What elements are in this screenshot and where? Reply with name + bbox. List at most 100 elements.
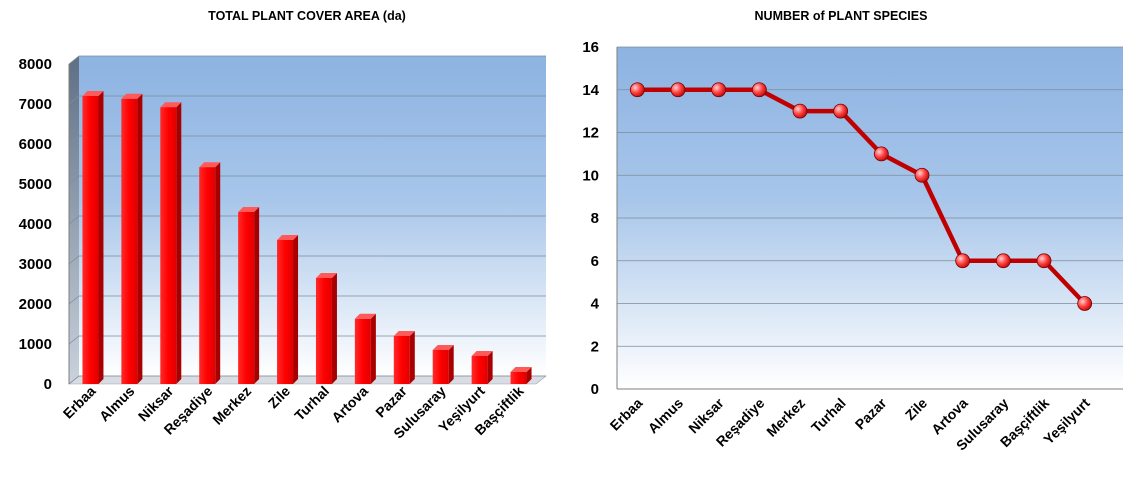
bar-top: [160, 102, 182, 108]
bar-y-tick-label: 1000: [19, 336, 52, 353]
bar-front: [471, 356, 488, 384]
series-marker: [629, 82, 645, 98]
bar-top: [121, 93, 143, 99]
bar-chart-title: TOTAL PLANT COVER AREA (da): [208, 9, 406, 23]
line-x-tick-label: Zile: [902, 395, 931, 424]
bar-side: [293, 235, 299, 384]
bar-gridline: [68, 135, 546, 145]
bar-top: [354, 313, 376, 319]
bar-gridline: [68, 215, 546, 225]
bar: [82, 91, 104, 384]
bar: [432, 345, 454, 384]
line-x-tick-label: Almus: [645, 395, 687, 437]
bar-top: [315, 273, 337, 278]
bar-front: [315, 278, 332, 384]
bar: [277, 235, 299, 384]
bar-gridline: [68, 95, 546, 105]
series-marker: [995, 253, 1011, 269]
bar-x-tick-label: Turhal: [291, 383, 332, 424]
bar-side: [409, 331, 415, 384]
bar-front: [121, 98, 138, 385]
bar-top: [393, 331, 415, 336]
bar-side: [137, 93, 143, 385]
bar-y-tick-label: 3000: [19, 256, 52, 273]
bar-y-tick-label: 8000: [19, 56, 52, 73]
bar-x-tick-label: Merkez: [209, 383, 254, 428]
bar: [354, 313, 376, 384]
bar-front: [432, 350, 449, 384]
bar-gridline: [68, 335, 546, 345]
bar-side: [331, 273, 337, 384]
line-y-tick-label: 0: [591, 381, 599, 398]
bar-gridline: [68, 255, 546, 265]
bar-gridline: [68, 55, 546, 65]
bar: [393, 331, 415, 384]
bar-front: [510, 372, 527, 384]
series-marker: [711, 82, 727, 98]
line-y-tick-label: 2: [591, 338, 599, 355]
series-marker: [751, 82, 767, 98]
bar-front: [238, 212, 255, 384]
bar: [160, 102, 182, 384]
bar-side: [98, 91, 104, 384]
bar-gridline: [68, 375, 546, 385]
line-y-tick-label: 8: [591, 210, 599, 227]
series-marker: [670, 82, 686, 98]
bar: [238, 207, 260, 384]
line-y-tick-label: 14: [582, 82, 599, 99]
bar-x-tick-label: Artova: [328, 383, 371, 426]
bar-x-tick-label: Zile: [265, 383, 294, 412]
series-marker: [1036, 253, 1052, 269]
bar-x-tick-label: Erbaa: [60, 383, 99, 422]
bar-top: [82, 91, 104, 96]
bar-gridline: [68, 175, 546, 185]
bar-y-tick-label: 2000: [19, 296, 52, 313]
bar-x-tick-label: Almus: [96, 383, 138, 425]
bar-side: [526, 367, 532, 384]
bar-front: [199, 167, 216, 384]
bar-chart: TOTAL PLANT COVER AREA (da) 0 1000 2000 300…: [19, 9, 547, 441]
bar-front: [354, 318, 371, 384]
bar-side: [176, 102, 182, 384]
bar: [471, 351, 493, 384]
line-y-tick-label: 12: [582, 125, 599, 142]
series-marker: [1077, 296, 1093, 311]
bar: [510, 367, 532, 384]
bar: [121, 93, 143, 385]
line-chart-title: NUMBER of PLANT SPECIES: [755, 9, 928, 23]
line-x-tick-label: Turhal: [808, 395, 849, 436]
line-x-tick-label: Erbaa: [607, 395, 646, 434]
bar: [199, 162, 221, 384]
bar-top: [277, 235, 299, 240]
line-y-tick-label: 16: [582, 39, 599, 56]
series-marker: [873, 146, 889, 162]
line-y-tick-label: 6: [591, 253, 599, 270]
bar-front: [160, 107, 177, 384]
bar-top: [471, 351, 493, 356]
bar-y-tick-label: 7000: [19, 96, 52, 113]
line-x-tick-label: Merkez: [763, 395, 808, 440]
line-y-tick-label: 4: [591, 296, 600, 313]
bar-side: [370, 313, 376, 384]
bar-side: [215, 162, 221, 384]
bar-front: [82, 96, 99, 384]
bar: [315, 273, 337, 384]
bar-y-tick-label: 4000: [19, 216, 52, 233]
bar-y-tick-label: 0: [44, 376, 52, 393]
bar-side: [487, 351, 493, 384]
bar-y-tick-label: 5000: [19, 176, 52, 193]
line-chart: NUMBER of PLANT SPECIES 0 2 4 6 8 10 12 14 16 Er…: [582, 9, 1123, 453]
bar-top: [238, 207, 260, 212]
series-marker: [914, 167, 930, 183]
series-marker: [833, 103, 849, 119]
bar-front: [277, 240, 294, 384]
bar-gridline: [68, 295, 546, 305]
series-marker: [955, 253, 971, 269]
line-y-tick-label: 10: [582, 167, 599, 184]
bar-top: [432, 345, 454, 350]
bar-top: [510, 367, 532, 372]
line-x-tick-label: Pazar: [852, 394, 890, 432]
bar-side: [448, 345, 454, 384]
